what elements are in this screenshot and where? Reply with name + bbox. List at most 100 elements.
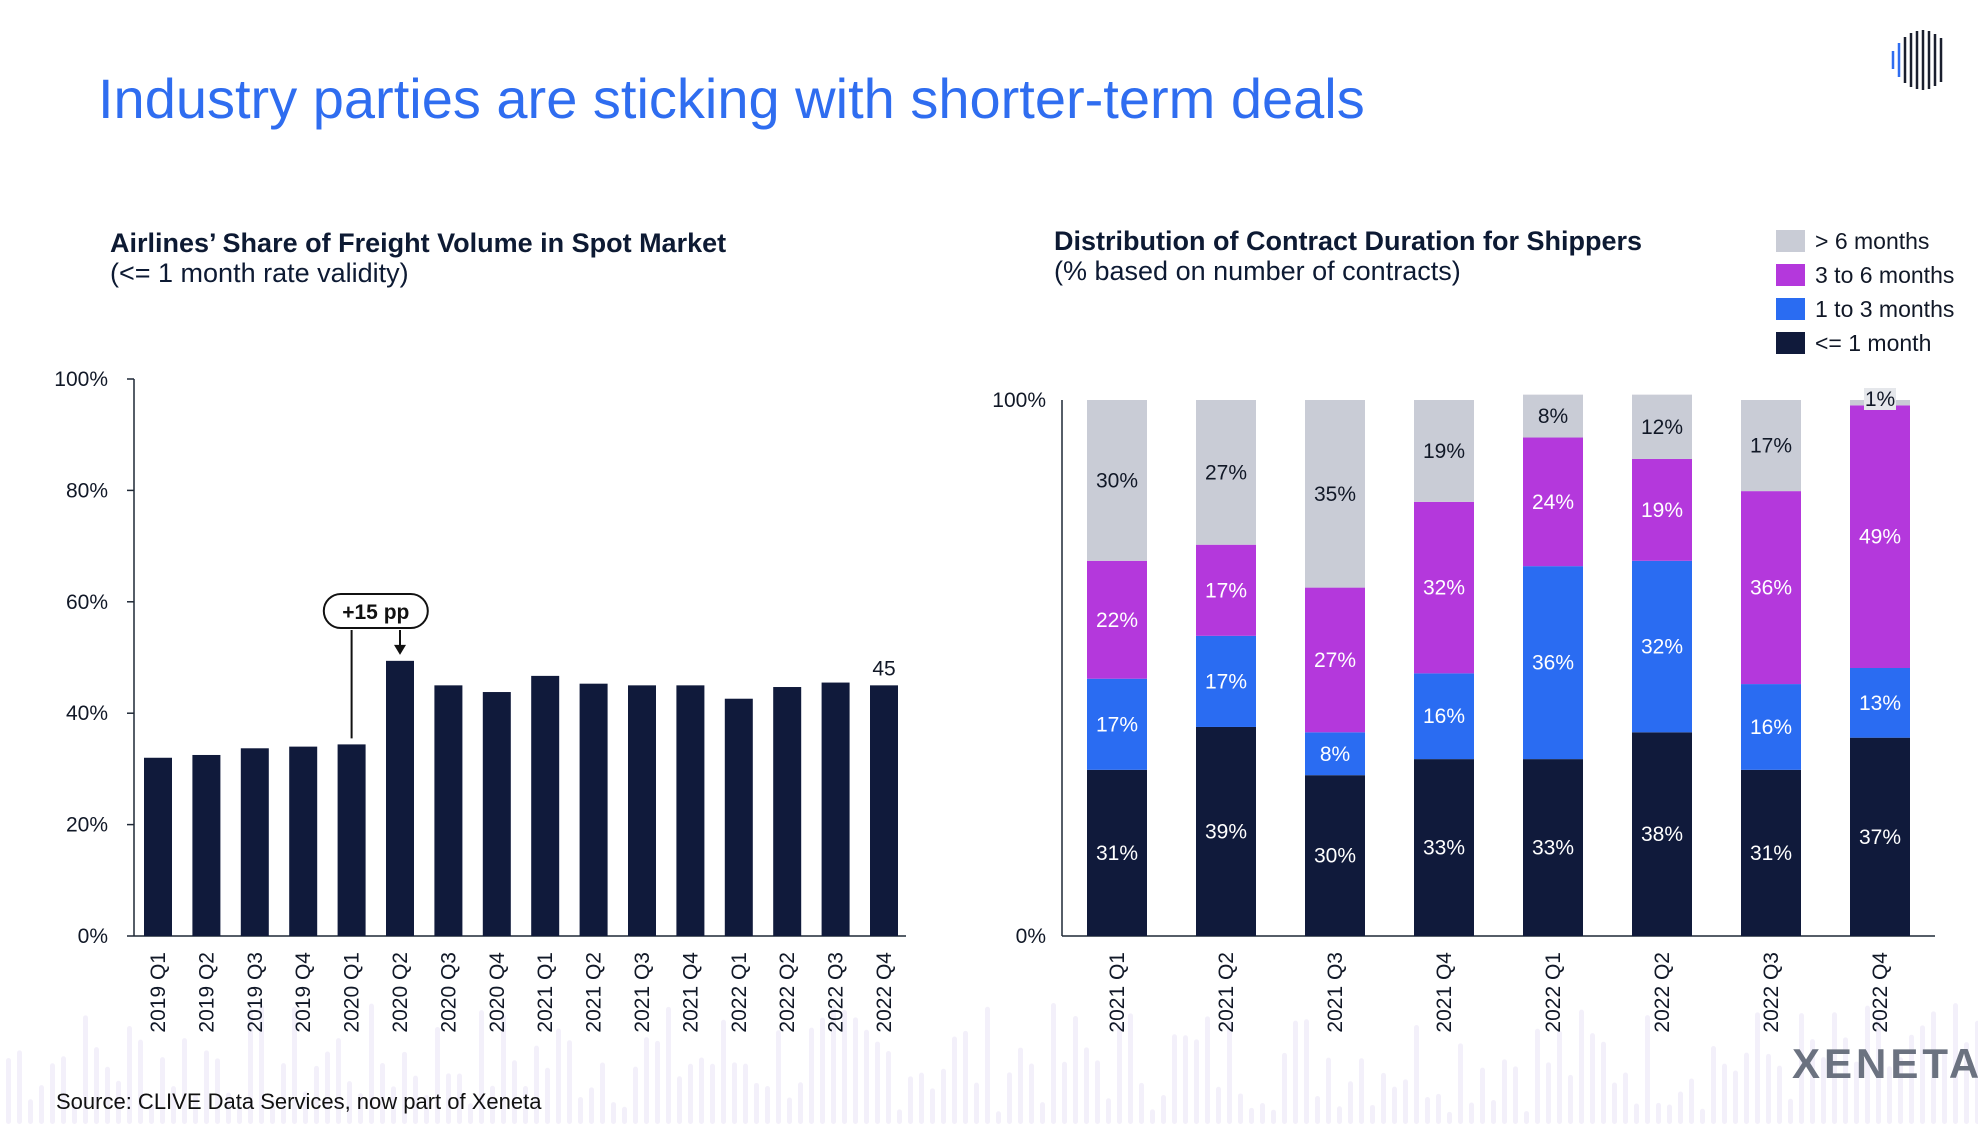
segment-data-label: 8% (1320, 743, 1350, 766)
wave-line (688, 1063, 693, 1124)
wave-line (622, 1106, 627, 1124)
wave-line (270, 1098, 275, 1124)
left-bar (579, 683, 608, 936)
wave-line (1425, 1096, 1430, 1124)
right-y-tick-label: 0% (1016, 925, 1046, 948)
left-bar (531, 675, 560, 936)
wave-line (1953, 1003, 1958, 1124)
stacked-segment (1414, 673, 1474, 760)
wave-line (545, 1067, 550, 1124)
wave-line (1062, 1061, 1067, 1124)
xeneta-logo-icon (1891, 30, 1943, 90)
wave-line (1381, 1072, 1386, 1124)
segment-data-label: 32% (1423, 577, 1465, 600)
wave-line (534, 1045, 539, 1124)
left-y-tick-label: 60% (66, 591, 108, 614)
segment-data-label: 32% (1641, 636, 1683, 659)
segment-data-label: 27% (1205, 461, 1247, 484)
wave-line (237, 1106, 242, 1124)
wave-line (776, 1030, 781, 1124)
left-x-tick-label: 2019 Q3 (244, 952, 267, 1033)
right-x-tick-label: 2021 Q3 (1324, 952, 1347, 1033)
wave-line (1898, 1057, 1903, 1124)
wave-line (710, 1063, 715, 1124)
wave-line (1832, 1012, 1837, 1124)
wave-line (1744, 1052, 1749, 1124)
wave-line (28, 1099, 33, 1124)
left-y-tick-label: 40% (66, 702, 108, 725)
small-label-bg (1864, 388, 1896, 410)
left-x-tick-label: 2020 Q4 (486, 952, 509, 1033)
segment-data-label: 22% (1096, 609, 1138, 632)
wave-line (1568, 1074, 1573, 1124)
wave-line (1018, 1047, 1023, 1124)
stacked-segment (1523, 566, 1583, 760)
wave-line (1139, 1082, 1144, 1124)
wave-line (479, 1010, 484, 1124)
wave-line (72, 1103, 77, 1124)
wave-line (1403, 1079, 1408, 1124)
left-bar (289, 746, 318, 936)
wave-line (853, 1017, 858, 1124)
segment-data-label: 27% (1314, 649, 1356, 672)
right-x-tick-label: 2021 Q2 (1215, 952, 1238, 1033)
wave-line (182, 1038, 187, 1124)
wave-line (1920, 1025, 1925, 1124)
wave-line (1315, 1095, 1320, 1124)
wave-line (1392, 1086, 1397, 1124)
left-data-label: 45 (872, 657, 895, 680)
wave-line (358, 1093, 363, 1124)
wave-line (985, 1006, 990, 1124)
stacked-segment (1523, 759, 1583, 936)
wave-line (897, 1109, 902, 1124)
stacked-segment (1196, 400, 1256, 545)
stacked-segment (1632, 458, 1692, 561)
legend-label: 1 to 3 months (1815, 296, 1954, 322)
wave-line (842, 1010, 847, 1124)
left-x-tick-label: 2022 Q1 (728, 952, 751, 1033)
wave-line (336, 1038, 341, 1124)
wave-line (435, 1026, 440, 1124)
wave-line (666, 1006, 671, 1124)
left-x-tick-label: 2021 Q3 (631, 952, 654, 1033)
wave-line (281, 1063, 286, 1124)
wave-line (160, 1057, 165, 1124)
stacked-segment (1196, 544, 1256, 636)
wave-line (6, 1058, 11, 1124)
wave-line (523, 1086, 528, 1124)
right-x-tick-label: 2021 Q4 (1433, 952, 1456, 1033)
stacked-segment (1087, 678, 1147, 770)
wave-line (446, 1073, 451, 1124)
wave-line (1073, 1016, 1078, 1124)
wave-line (743, 1063, 748, 1124)
wave-line (1579, 1009, 1584, 1124)
right-x-tick-label: 2022 Q4 (1869, 952, 1892, 1033)
wave-line (1623, 1072, 1628, 1124)
left-y-tick-label: 0% (78, 925, 108, 948)
stacked-segment (1305, 775, 1365, 936)
stacked-segment (1087, 769, 1147, 936)
stacked-segment (1305, 732, 1365, 776)
wave-line (1282, 1052, 1287, 1124)
wave-line (490, 1085, 495, 1124)
source-note: Source: CLIVE Data Services, now part of… (56, 1089, 542, 1114)
wave-line (127, 1026, 132, 1124)
stacked-segment (1632, 732, 1692, 936)
segment-data-label: 17% (1096, 713, 1138, 736)
left-bar (144, 757, 172, 936)
wave-line (721, 1019, 726, 1124)
wave-line (1557, 1030, 1562, 1124)
wave-line (1491, 1100, 1496, 1124)
right-x-tick-label: 2021 Q1 (1106, 952, 1129, 1033)
wave-line (1084, 1047, 1089, 1124)
wave-line (1964, 1042, 1969, 1124)
segment-data-label: 39% (1205, 820, 1247, 843)
wave-line (754, 1082, 759, 1124)
segment-data-label: 36% (1532, 652, 1574, 675)
segment-data-label: 16% (1750, 716, 1792, 739)
wave-line (1821, 1057, 1826, 1124)
left-bar (676, 685, 705, 936)
wave-line (1689, 1078, 1694, 1124)
wave-line (171, 1086, 176, 1124)
